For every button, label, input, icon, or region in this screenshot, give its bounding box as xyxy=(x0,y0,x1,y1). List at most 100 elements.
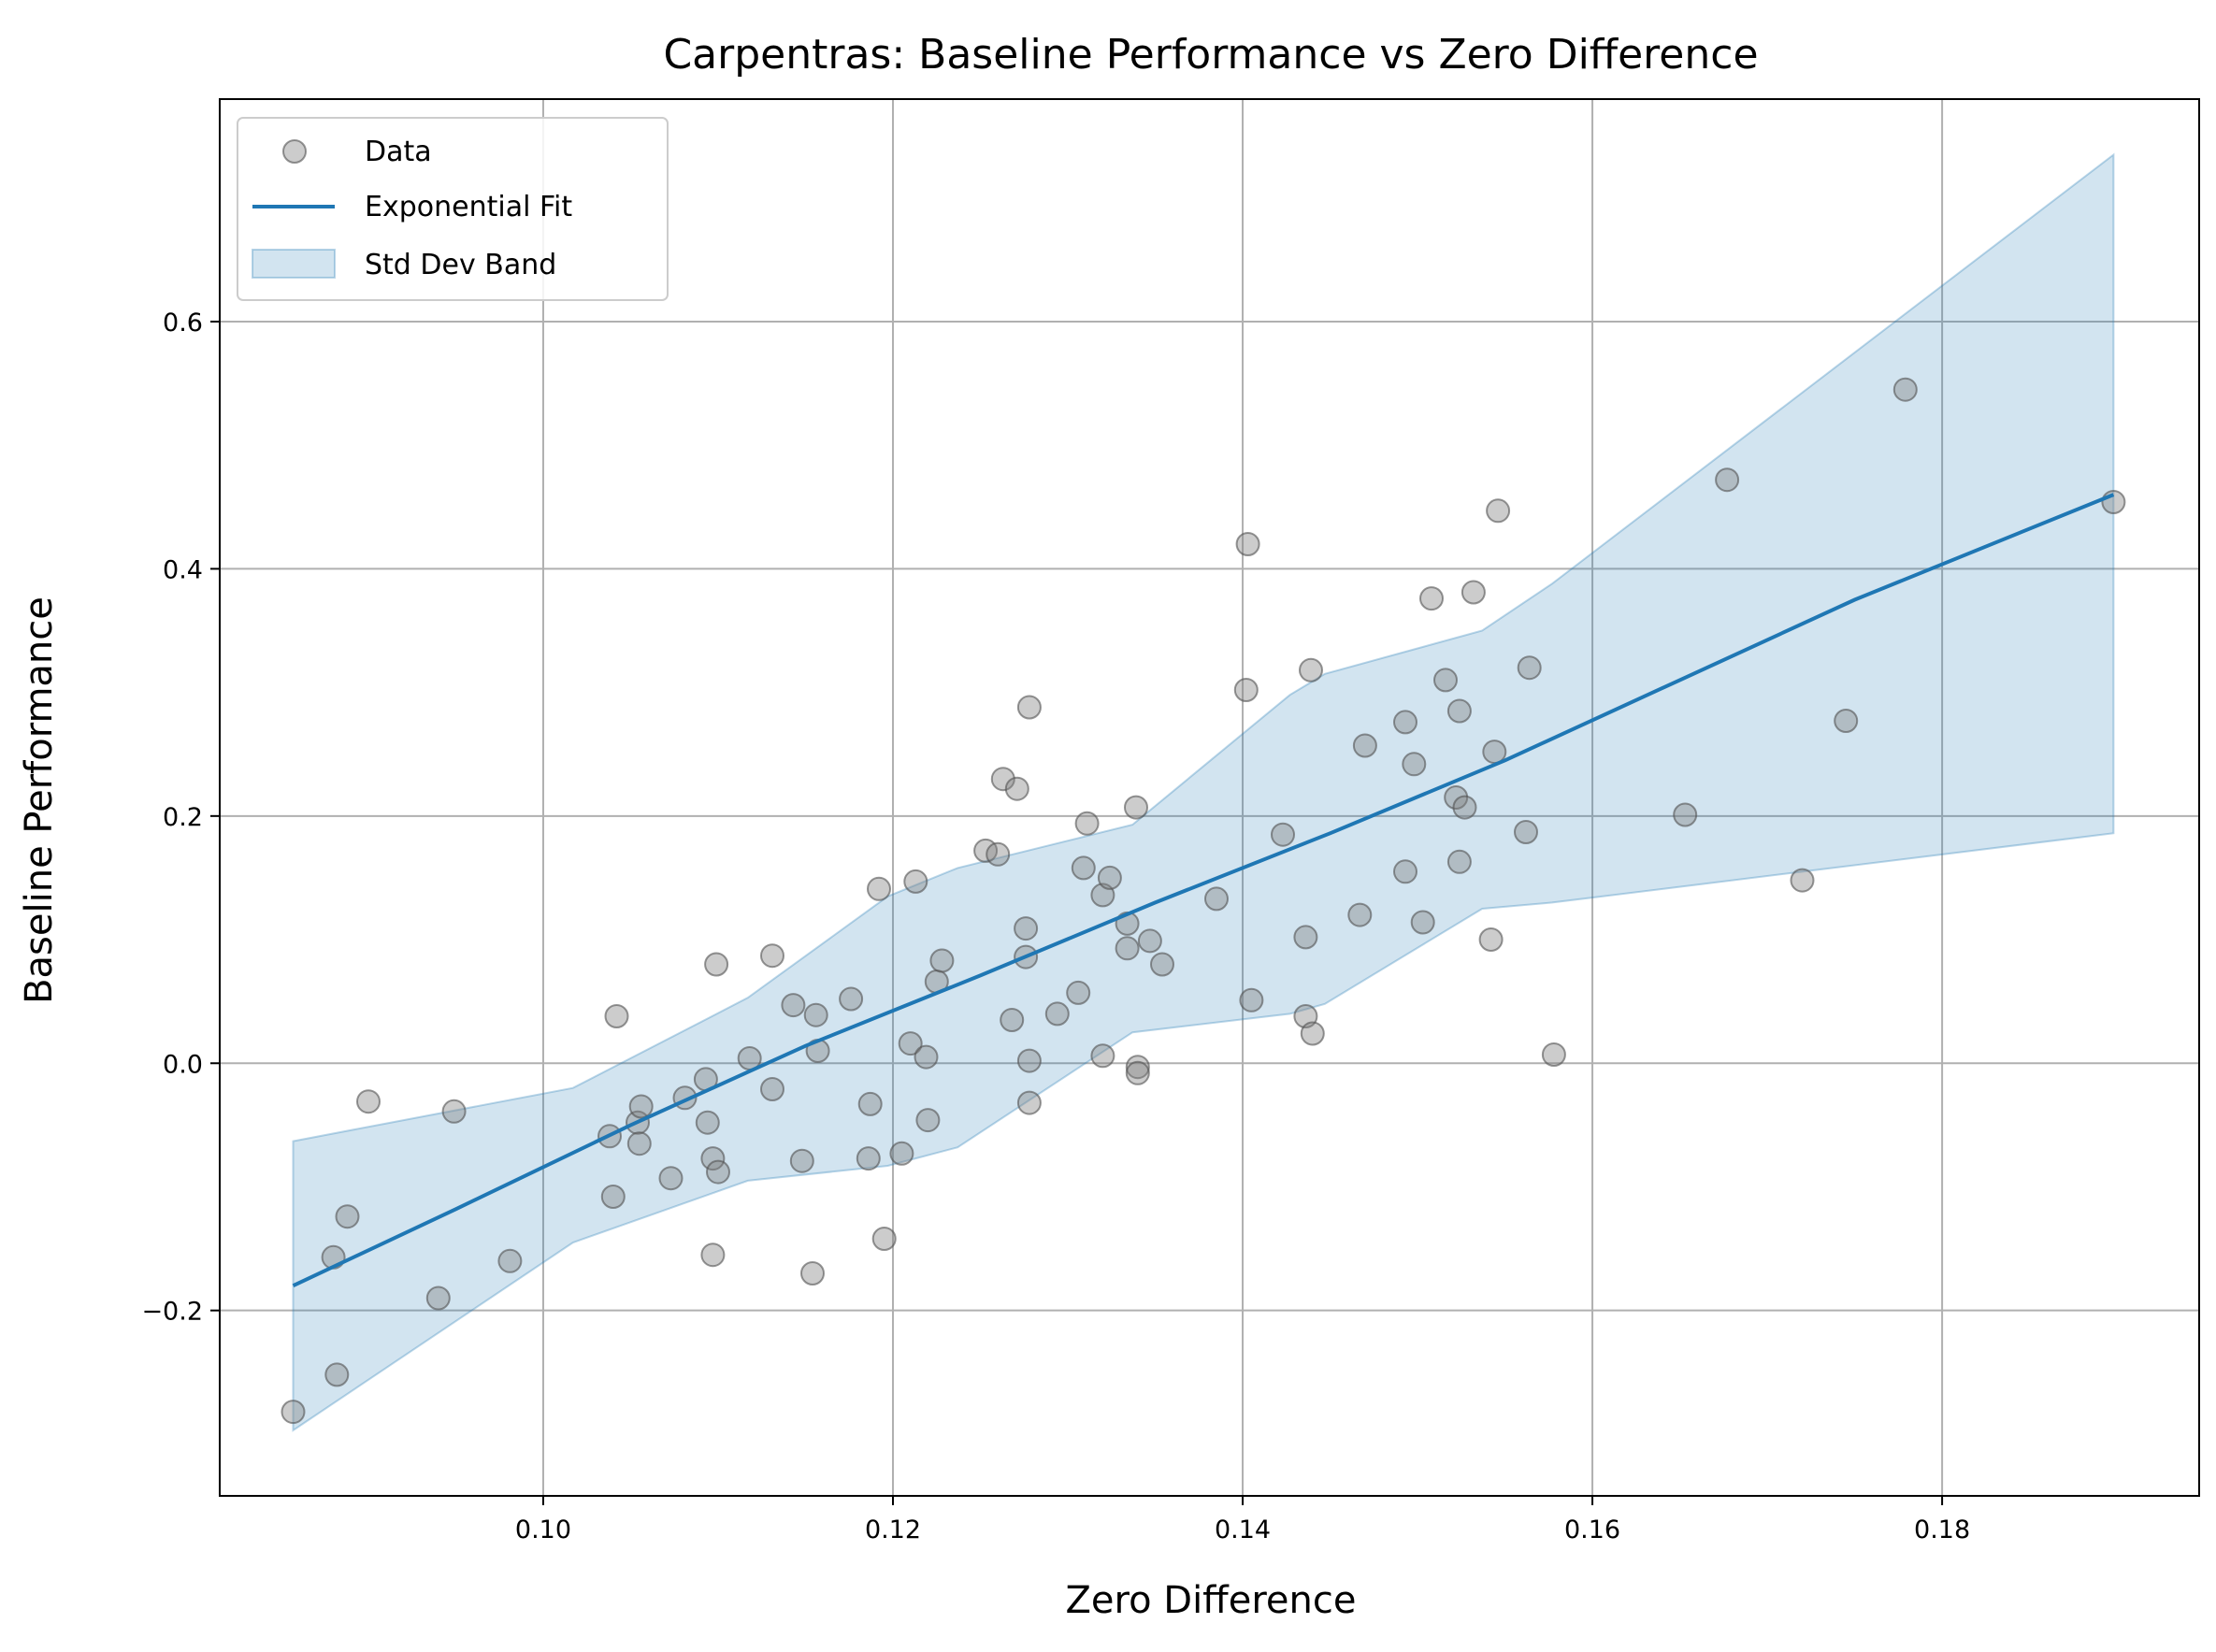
data-point xyxy=(1044,1001,1070,1027)
y-tick-label: 0.0 xyxy=(163,1050,203,1079)
grid xyxy=(220,99,2199,1496)
data-point xyxy=(803,1002,828,1027)
chart-title: Carpentras: Baseline Performance vs Zero… xyxy=(663,31,1758,79)
data-point xyxy=(1393,859,1417,884)
data-point xyxy=(929,948,955,973)
data-point xyxy=(604,1004,629,1028)
data-point xyxy=(1402,752,1427,777)
data-point xyxy=(760,943,784,969)
legend: Data Exponential Fit Std Dev Band xyxy=(237,117,669,301)
data-point xyxy=(628,1094,654,1119)
x-tick-label: 0.16 xyxy=(1564,1516,1620,1544)
data-point xyxy=(1541,1042,1566,1067)
data-point xyxy=(914,1044,939,1070)
data-point xyxy=(1090,1043,1115,1069)
data-point xyxy=(1393,710,1417,735)
data-point xyxy=(695,1110,720,1135)
data-point xyxy=(857,1091,883,1116)
data-point xyxy=(800,1261,825,1286)
data-point xyxy=(324,1362,350,1387)
data-point xyxy=(704,952,729,977)
data-point xyxy=(1299,657,1323,682)
data-point xyxy=(867,876,891,901)
data-point xyxy=(1410,910,1435,935)
data-point xyxy=(1478,927,1504,952)
data-point xyxy=(626,1131,652,1156)
data-point xyxy=(990,767,1015,792)
data-point xyxy=(497,1248,523,1273)
legend-label-fit: Exponential Fit xyxy=(365,191,572,223)
data-point xyxy=(1014,916,1039,941)
data-point xyxy=(441,1099,467,1124)
data-point xyxy=(706,1159,730,1185)
data-point xyxy=(356,1089,381,1114)
x-axis-label: Zero Difference xyxy=(1066,1579,1357,1622)
data-point xyxy=(839,986,864,1012)
data-point xyxy=(915,1108,941,1133)
data-point xyxy=(1419,586,1444,611)
data-point xyxy=(1834,709,1859,733)
data-point xyxy=(1452,795,1477,820)
data-point xyxy=(1125,1055,1150,1080)
data-point xyxy=(1300,1021,1325,1046)
data-point xyxy=(1486,498,1511,524)
exponential-fit-line xyxy=(292,493,2115,1288)
data-point xyxy=(425,1286,451,1311)
data-point xyxy=(658,1166,684,1191)
data-point xyxy=(1235,532,1260,556)
axis-ticks: 0.10 0.12 0.14 0.16 0.18 −0.2 0.0 0.2 0.4 0.6 xyxy=(141,309,1970,1544)
data-point xyxy=(1016,1048,1042,1073)
y-tick-label: 0.6 xyxy=(163,309,203,338)
data-point xyxy=(898,1031,923,1056)
legend-label-data: Data xyxy=(365,136,432,168)
data-point xyxy=(1461,580,1486,605)
data-point xyxy=(1517,655,1542,681)
data-point xyxy=(1444,785,1469,810)
data-point xyxy=(700,1243,726,1268)
data-point xyxy=(1790,868,1815,893)
data-point xyxy=(335,1204,360,1229)
data-point xyxy=(1066,980,1091,1005)
data-point xyxy=(789,1148,814,1173)
legend-label-band: Std Dev Band xyxy=(365,249,556,281)
data-point xyxy=(1074,811,1100,836)
x-tick-label: 0.14 xyxy=(1215,1516,1271,1544)
data-point xyxy=(1016,695,1042,720)
data-point xyxy=(1239,987,1264,1013)
data-point xyxy=(1125,1060,1150,1085)
y-axis-label: Baseline Performance xyxy=(18,596,61,1004)
data-point xyxy=(1115,936,1140,961)
data-point xyxy=(2101,490,2126,514)
data-point xyxy=(986,841,1011,867)
data-point xyxy=(1446,698,1472,724)
data-point xyxy=(1293,925,1318,950)
data-point xyxy=(1004,776,1029,801)
data-point xyxy=(1071,855,1096,881)
y-tick-label: −0.2 xyxy=(141,1298,203,1327)
data-point xyxy=(1233,678,1259,702)
data-point xyxy=(1204,886,1229,912)
data-point xyxy=(1715,467,1740,493)
std-dev-band-area xyxy=(292,152,2115,1432)
data-point xyxy=(1446,849,1472,874)
data-point xyxy=(856,1146,881,1171)
std-dev-band xyxy=(292,152,2115,1432)
x-tick-label: 0.10 xyxy=(515,1516,571,1544)
data-point xyxy=(281,1400,306,1425)
data-point xyxy=(1097,865,1122,890)
data-point xyxy=(1150,952,1174,977)
x-tick-label: 0.12 xyxy=(865,1516,921,1544)
y-tick-label: 0.2 xyxy=(163,803,203,832)
data-point xyxy=(1124,795,1148,820)
data-point xyxy=(700,1146,726,1171)
data-point xyxy=(1433,668,1458,693)
x-tick-label: 0.18 xyxy=(1914,1516,1970,1544)
data-point xyxy=(1514,820,1538,844)
data-point xyxy=(1000,1008,1025,1032)
data-point xyxy=(781,993,806,1018)
data-point xyxy=(871,1227,897,1251)
data-point xyxy=(1347,902,1373,927)
data-point xyxy=(1673,802,1698,827)
plot-area-frame xyxy=(219,98,2200,1497)
